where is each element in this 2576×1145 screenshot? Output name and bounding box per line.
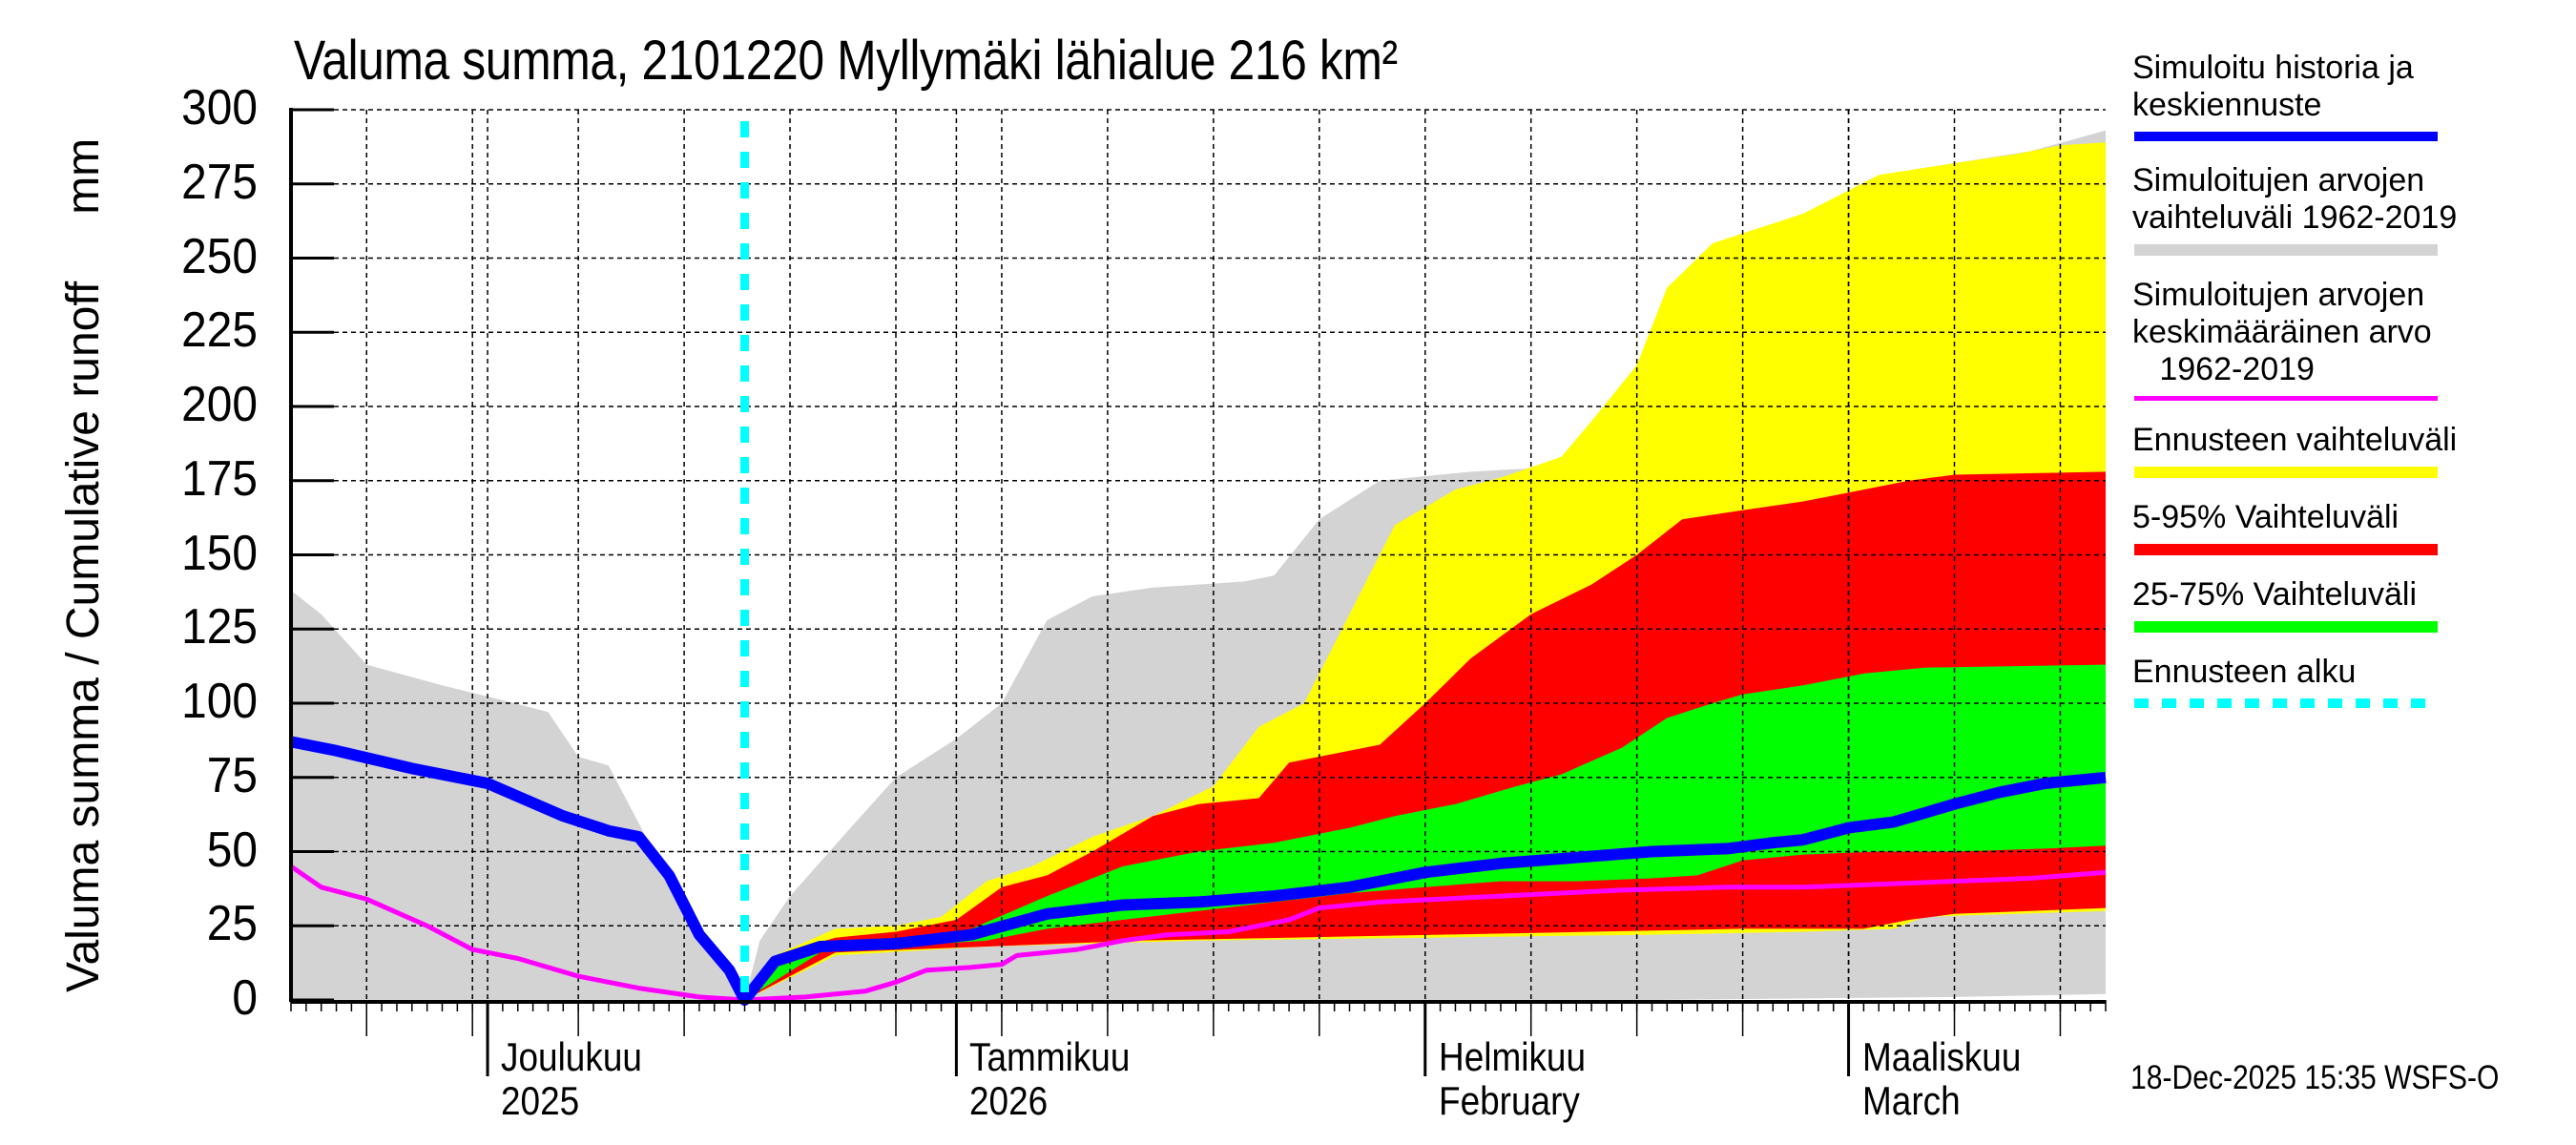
band-series-2 <box>744 471 2106 1000</box>
legend-swatch <box>2134 396 2438 401</box>
timestamp: 18-Dec-2025 15:35 WSFS-O <box>2130 1059 2500 1096</box>
legend-swatch <box>2134 698 2438 708</box>
legend-swatch <box>2134 244 2438 256</box>
y-axis-title: Valuma summa / Cumulative runoff <box>58 281 109 992</box>
y-tick-label: 175 <box>181 450 258 507</box>
y-tick-label: 200 <box>181 377 258 432</box>
y-tick-label: 125 <box>181 599 258 656</box>
legend-label: Ennusteen alku <box>2132 654 2357 690</box>
month-subtitle: 2026 <box>969 1078 1049 1123</box>
legend-label: Ennusteen vaihteluväli <box>2132 422 2458 458</box>
legend: Simuloitu historia ja keskiennuste Simulo… <box>2132 50 2571 729</box>
legend-item: Simuloitujen arvojen keskimääräinen arvo… <box>2132 277 2571 401</box>
month-name: Maaliskuu <box>1861 1034 2021 1079</box>
legend-item: Simuloitu historia ja keskiennuste <box>2132 50 2571 141</box>
y-tick-label: 225 <box>181 302 258 359</box>
y-axis-unit: mm <box>58 137 109 215</box>
y-tick-label: 50 <box>206 822 258 878</box>
y-tick-label: 0 <box>232 970 258 1026</box>
legend-label: Simuloitujen arvojen vaihteluväli 1962-2… <box>2132 162 2458 236</box>
month-name: Tammikuu <box>969 1034 1131 1079</box>
y-tick-label: 150 <box>181 525 258 581</box>
month-name: Joulukuu <box>501 1034 642 1079</box>
legend-label: 25-75% Vaihteluväli <box>2132 576 2417 613</box>
y-axis-label: Valuma summa / Cumulative runoff mm <box>57 138 110 992</box>
x-month-label: Tammikuu 2026 <box>969 1035 1130 1123</box>
month-subtitle: February <box>1438 1078 1580 1123</box>
bands-layer <box>291 130 2106 1001</box>
legend-label: 5-95% Vaihteluväli <box>2132 499 2399 535</box>
legend-label: Simuloitu historia ja keskiennuste <box>2132 50 2414 123</box>
legend-swatch <box>2134 621 2438 633</box>
legend-item: Ennusteen alku <box>2132 654 2571 708</box>
legend-item: Ennusteen vaihteluväli <box>2132 422 2571 478</box>
y-tick-label: 75 <box>206 747 258 803</box>
month-subtitle: March <box>1861 1078 1961 1123</box>
legend-item: 5-95% Vaihteluväli <box>2132 499 2571 555</box>
y-tick-label: 275 <box>181 154 258 210</box>
legend-label: Simuloitujen arvojen keskimääräinen arvo… <box>2132 277 2432 387</box>
axes-layer <box>289 108 2107 1076</box>
line-series-5 <box>289 736 2107 1006</box>
chart-title: Valuma summa, 2101220 Myllymäki lähialue… <box>294 30 1398 92</box>
legend-item: Simuloitujen arvojen vaihteluväli 1962-2… <box>2132 162 2571 256</box>
month-name: Helmikuu <box>1438 1034 1586 1079</box>
y-tick-label: 100 <box>181 674 258 729</box>
x-month-label: Maaliskuu March <box>1862 1035 2021 1123</box>
line-series-4 <box>289 864 2107 1003</box>
legend-swatch <box>2134 544 2438 555</box>
legend-item: 25-75% Vaihteluväli <box>2132 576 2571 633</box>
grid-layer <box>291 109 2106 1000</box>
x-month-label: Joulukuu 2025 <box>501 1035 642 1123</box>
legend-swatch <box>2134 467 2438 478</box>
y-tick-label: 300 <box>181 80 258 135</box>
x-month-label: Helmikuu February <box>1439 1035 1586 1123</box>
y-tick-label: 250 <box>181 228 258 284</box>
month-subtitle: 2025 <box>501 1078 580 1123</box>
lines-layer <box>289 121 2107 1006</box>
y-tick-label: 25 <box>206 896 258 952</box>
legend-swatch <box>2134 132 2438 141</box>
